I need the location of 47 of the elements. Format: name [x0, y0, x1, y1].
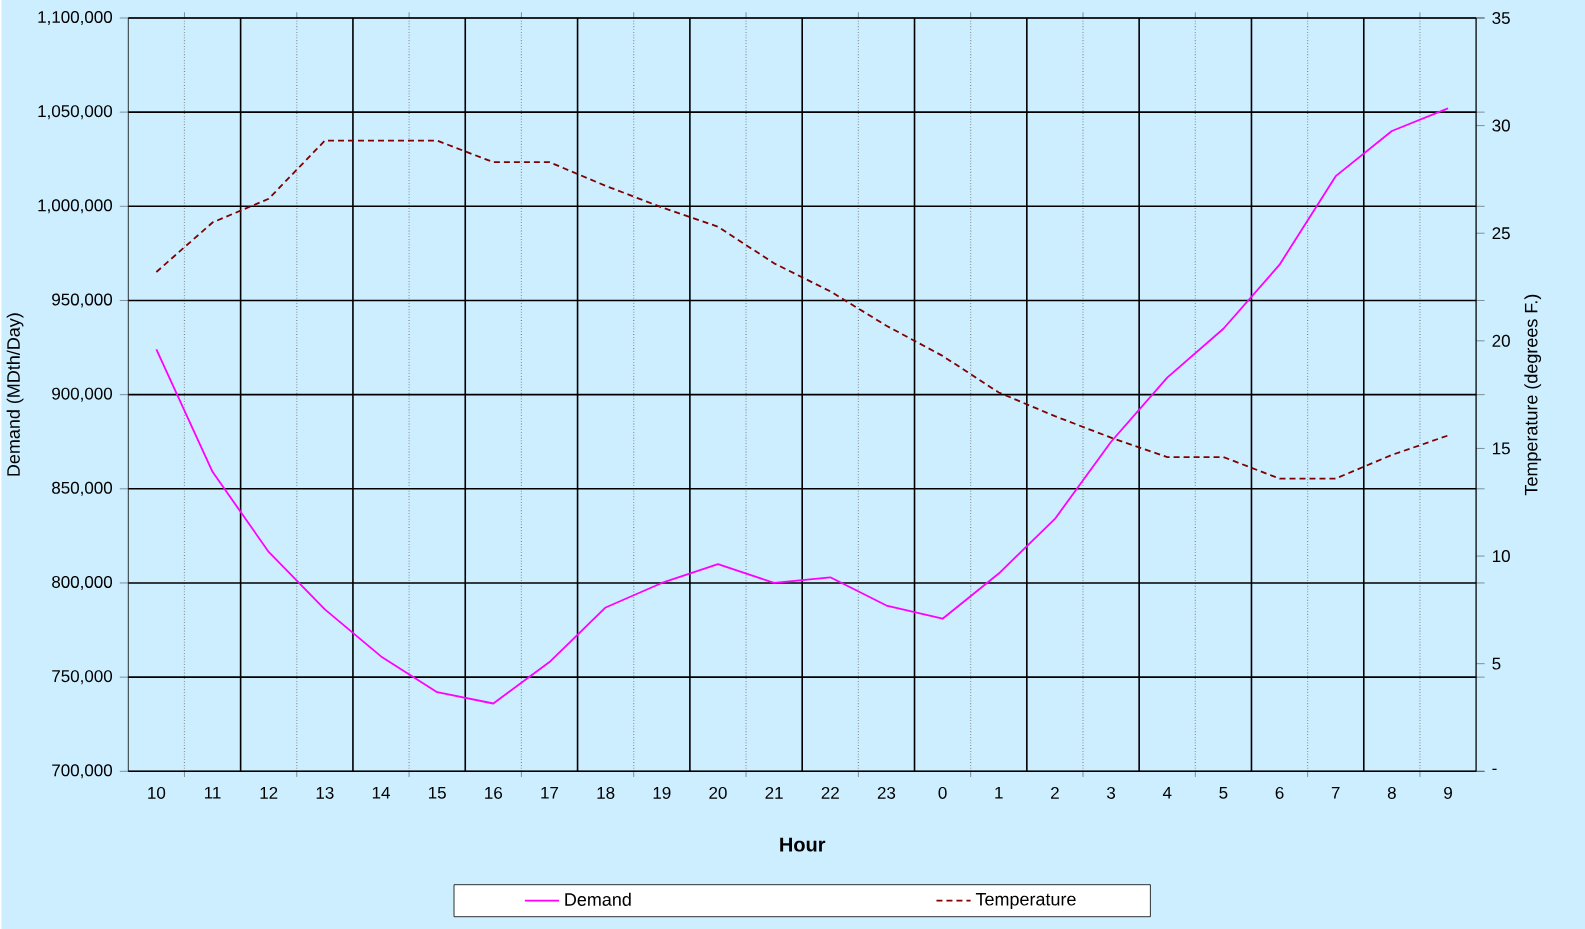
x-axis-title: Hour: [780, 837, 826, 852]
y2-tick-label: 25: [1492, 227, 1510, 240]
y-tick-label: 1,100,000: [38, 10, 113, 25]
y-tick-label: 950,000: [52, 293, 113, 308]
y2-tick-label: 15: [1492, 442, 1510, 455]
x-tick-label: 23: [877, 786, 896, 799]
y-axis-title: Demand (MDth/Day): [6, 313, 24, 476]
x-tick-label: 10: [148, 786, 166, 799]
legend-label: Temperature: [975, 892, 1076, 910]
x-tick-label: 19: [653, 786, 671, 799]
x-tick-label: 5: [1219, 786, 1228, 799]
y-tick-label: 800,000: [52, 575, 113, 590]
x-tick-label: 20: [709, 786, 727, 799]
x-tick-label: 6: [1275, 786, 1284, 799]
line-series: [155, 107, 1449, 705]
y-tick-label: 1,000,000: [38, 199, 113, 214]
y2-axis-title: Temperature (degrees F.): [1524, 294, 1542, 496]
y2-tick-label: 10: [1492, 549, 1510, 562]
x-tick-label: 11: [205, 786, 221, 799]
x-tick-label: 18: [597, 786, 615, 799]
legend-label: Demand: [565, 892, 631, 906]
x-tick-label: 8: [1387, 786, 1396, 799]
y-tick-label: 850,000: [52, 481, 113, 496]
x-tick-label: 7: [1331, 786, 1340, 799]
x-tick-label: 22: [821, 786, 839, 799]
x-tick-label: 1: [995, 786, 1003, 799]
x-tick-label: 15: [429, 786, 446, 799]
y2-tick-label: 5: [1492, 657, 1501, 670]
x-tick-label: 4: [1162, 786, 1172, 799]
x-tick-label: 2: [1051, 786, 1059, 799]
y-tick-label: 1,050,000: [38, 105, 113, 120]
x-tick-label: 13: [316, 786, 334, 799]
x-tick-label: 12: [260, 786, 278, 799]
x-tick-label: 21: [765, 786, 783, 799]
y2-tick-label: 35: [1492, 11, 1510, 24]
y-tick-label: 900,000: [52, 387, 113, 402]
x-tick-label: 17: [541, 786, 559, 799]
x-tick-label: 3: [1107, 786, 1116, 799]
y2-tick-label: -: [1492, 768, 1497, 770]
y-tick-label: 750,000: [52, 670, 113, 685]
y-tick-label: 700,000: [52, 764, 113, 779]
x-tick-label: 0: [938, 786, 947, 799]
x-tick-label: 9: [1444, 786, 1452, 799]
y2-tick-label: 30: [1492, 119, 1510, 132]
x-tick-label: 14: [372, 786, 390, 799]
y2-tick-label: 20: [1492, 334, 1510, 347]
x-tick-label: 16: [485, 786, 503, 799]
